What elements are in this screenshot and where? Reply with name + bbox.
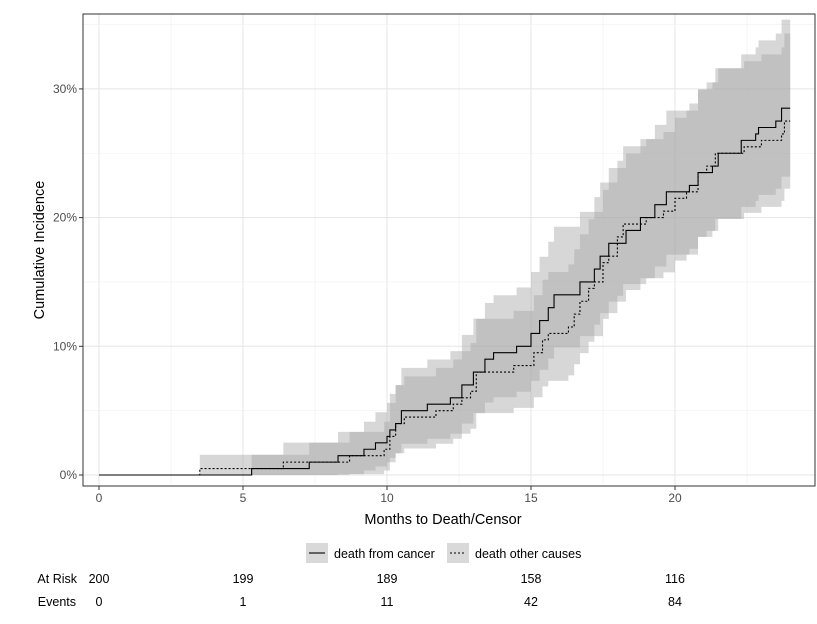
risk-value: 158 — [521, 572, 542, 586]
risk-row-label: At Risk — [37, 572, 77, 586]
panel-border — [82, 13, 816, 487]
x-tick-label: 15 — [524, 491, 538, 505]
y-tick-label: 20% — [53, 211, 77, 225]
x-axis: 0 5 10 15 20 — [96, 486, 682, 505]
risk-value: 11 — [381, 595, 394, 609]
risk-value: 0 — [96, 595, 103, 609]
risk-value: 189 — [377, 572, 398, 586]
series-line — [99, 120, 791, 476]
confidence-bands — [199, 19, 791, 476]
legend-label: death from cancer — [334, 547, 435, 561]
legend-label: death other causes — [475, 547, 581, 561]
confidence-band — [251, 19, 791, 476]
y-tick-label: 0% — [60, 468, 78, 482]
y-axis: 0% 10% 20% 30% — [53, 82, 83, 482]
risk-value: 200 — [89, 572, 110, 586]
x-axis-label: Months to Death/Censor — [364, 512, 521, 528]
confidence-band — [199, 33, 791, 475]
x-tick-label: 0 — [96, 491, 103, 505]
risk-value: 84 — [668, 595, 682, 609]
legend: death from cancer death other causes — [306, 543, 581, 563]
x-tick-label: 20 — [668, 491, 682, 505]
risk-value: 42 — [524, 595, 538, 609]
y-axis-label: Cumulative Incidence — [32, 181, 48, 320]
x-tick-label: 10 — [380, 491, 394, 505]
y-tick-label: 10% — [53, 339, 77, 353]
risk-value: 1 — [240, 595, 247, 609]
series-lines — [99, 107, 791, 476]
risk-value: 116 — [665, 572, 685, 586]
y-tick-label: 30% — [53, 82, 77, 96]
risk-row-label: Events — [38, 595, 76, 609]
risk-value: 199 — [233, 572, 254, 586]
x-tick-label: 5 — [240, 491, 247, 505]
